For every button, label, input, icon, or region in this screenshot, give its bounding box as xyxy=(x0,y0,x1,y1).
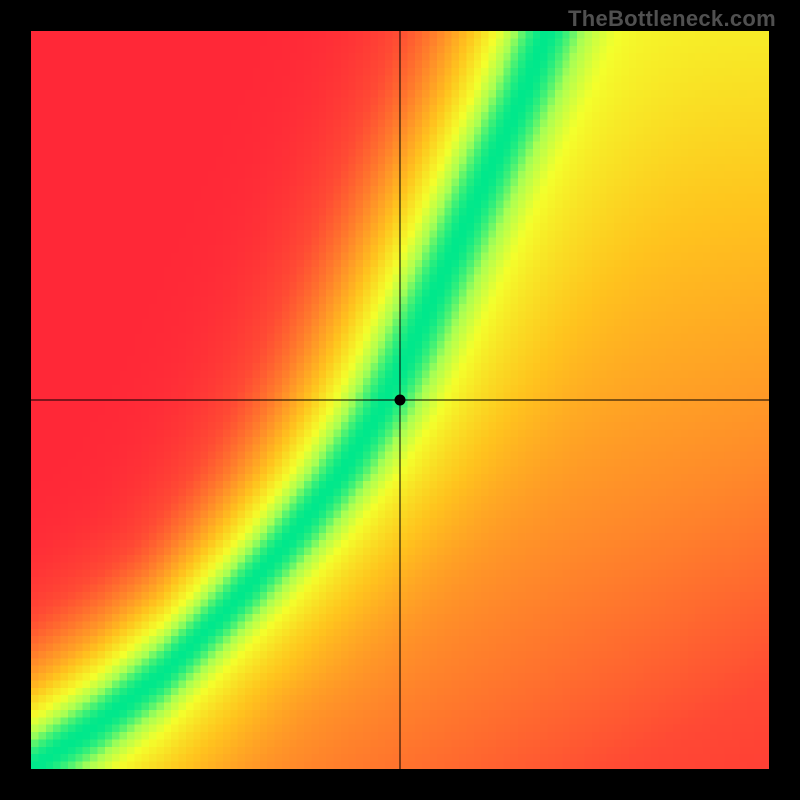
crosshair-marker xyxy=(395,395,406,406)
chart-container: TheBottleneck.com xyxy=(0,0,800,800)
chart-overlay xyxy=(0,0,800,800)
watermark-text: TheBottleneck.com xyxy=(568,6,776,32)
